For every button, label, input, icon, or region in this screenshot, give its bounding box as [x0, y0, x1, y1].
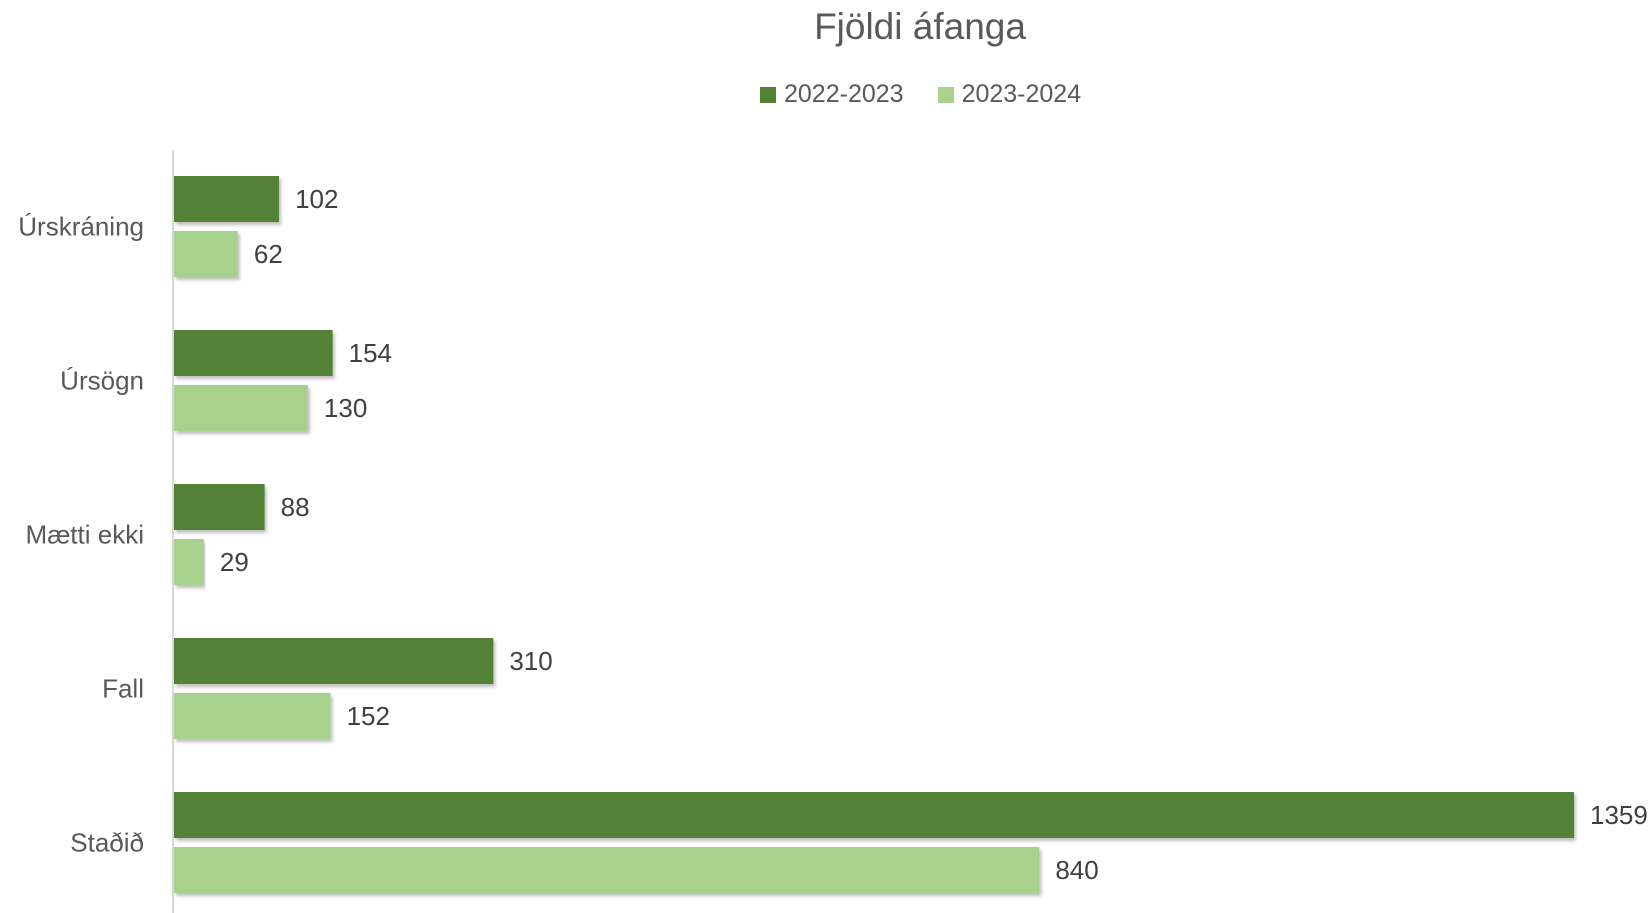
bar-series-2 — [174, 539, 204, 585]
category-label: Úrskráning — [18, 212, 144, 242]
bar-series-1 — [174, 638, 494, 684]
data-label: 154 — [349, 338, 392, 368]
legend-swatch-series-2 — [937, 86, 954, 103]
data-label: 62 — [254, 239, 283, 269]
bar-series-1 — [174, 176, 280, 222]
bar-series-1 — [174, 330, 333, 376]
bar-series-1 — [174, 792, 1574, 838]
legend-label-series-1: 2022-2023 — [784, 80, 904, 108]
legend-label-series-2: 2023-2024 — [961, 80, 1082, 108]
bar-series-2 — [174, 385, 308, 431]
data-label: 130 — [324, 393, 367, 423]
data-label: 29 — [220, 547, 249, 577]
bar-series-1 — [174, 484, 265, 530]
chart-legend: 2022-2023 2023-2024 — [760, 80, 1081, 109]
chart-title: Fjöldi áfanga — [814, 6, 1026, 47]
bar-series-2 — [174, 693, 331, 739]
category-label: Fall — [102, 674, 144, 704]
legend-swatch-series-1 — [760, 86, 776, 103]
bar-series-2 — [174, 847, 1040, 893]
legend-item-series-2: 2023-2024 — [937, 80, 1082, 109]
category-label: Mætti ekki — [26, 520, 144, 550]
data-label: 88 — [281, 492, 310, 522]
data-label: 152 — [347, 701, 390, 731]
legend-item-series-1: 2022-2023 — [760, 80, 904, 109]
data-label: 840 — [1055, 855, 1098, 885]
category-label: Staðið — [70, 828, 144, 858]
data-label: 102 — [295, 184, 338, 214]
category-label: Úrsögn — [60, 366, 144, 396]
bar-series-2 — [174, 231, 238, 277]
data-label: 310 — [509, 646, 552, 676]
data-label: 1359 — [1590, 800, 1648, 830]
